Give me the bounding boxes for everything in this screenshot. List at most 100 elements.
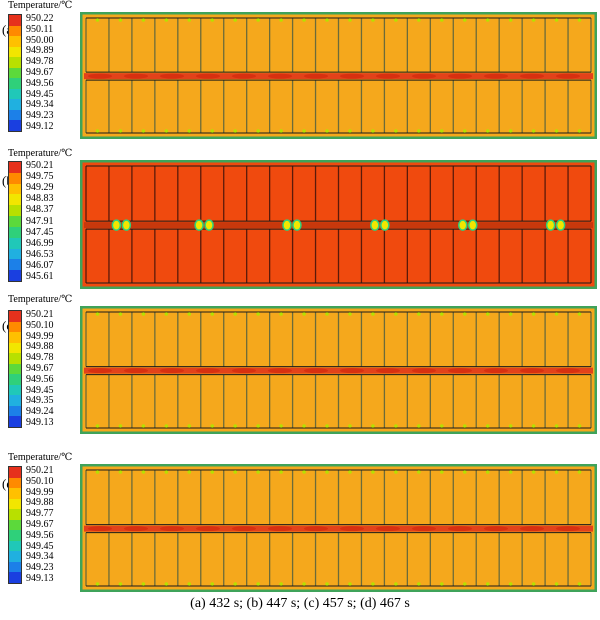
colorbar-tick-label: 949.45 [26,540,54,552]
edge-marker [302,582,306,586]
colorbar-segment [9,498,21,510]
hot-spot [448,526,472,532]
edge-marker [371,424,375,428]
edge-marker [417,470,421,474]
hot-spot [268,526,292,532]
legend-title: Temperature/℃ [8,148,73,159]
hot-spot [160,368,184,374]
edge-marker [462,582,467,586]
edge-marker [141,312,146,316]
edge-marker [118,470,123,474]
edge-marker [439,312,444,316]
colorbar-segment [9,384,21,396]
colorbar-tick-label: 949.67 [26,67,54,78]
hot-spot [196,73,220,79]
edge-marker [256,424,260,428]
edge-marker [118,18,123,22]
cool-spot [282,219,292,231]
colorbar-segment [9,46,21,58]
hot-spot [88,368,112,374]
edge-marker [210,18,215,22]
colorbar-tick-label: 946.07 [26,259,54,271]
edge-marker [279,470,283,474]
edge-marker [118,582,123,586]
colorbar-segment [9,540,21,552]
edge-marker [325,129,329,133]
colorbar-segment [9,99,21,110]
colorbar-tick-label: 948.83 [26,193,54,205]
hot-spot [484,368,508,374]
colorbar-tick-label: 949.78 [26,56,54,68]
edge-marker [485,129,490,133]
hot-spot [484,73,508,79]
edge-marker [302,129,306,133]
hot-spot [232,368,256,374]
edge-marker [164,312,169,316]
divider-band [84,73,593,80]
edge-marker [210,582,215,586]
hot-spot [232,526,256,532]
edge-marker [95,18,100,22]
colorbar-segment [9,78,21,89]
edge-marker [95,470,100,474]
edge-marker [554,312,559,316]
edge-marker [95,424,100,428]
legend-title: Temperature/℃ [8,294,73,305]
hot-spot [196,526,220,532]
hot-spot [376,368,400,374]
edge-marker [279,129,283,133]
edge-marker [577,18,582,22]
edge-marker [348,582,352,586]
cool-spot [194,219,204,231]
edge-marker [439,18,444,22]
hot-spot [376,73,400,79]
divider-band [84,222,593,229]
edge-marker [554,129,559,133]
edge-marker [141,129,146,133]
edge-marker [348,129,352,133]
colorbar-tick-label: 949.56 [26,373,54,385]
colorbar-tick-label: 949.13 [26,573,54,584]
colorbar-segment [9,237,21,249]
edge-marker [531,582,536,586]
colorbar [8,310,22,428]
colorbar-segment [9,216,21,227]
edge-marker [554,18,559,22]
edge-marker [462,424,467,428]
colorbar-tick-label: 949.67 [26,363,54,374]
edge-marker [531,129,536,133]
edge-marker [233,129,238,133]
colorbar-tick-label: 949.34 [26,551,54,563]
edge-marker [417,312,421,316]
edge-marker [164,470,169,474]
colorbar-segment [9,248,21,260]
edge-marker [508,18,513,22]
colorbar-segment [9,172,21,184]
edge-marker [508,470,513,474]
edge-marker [462,129,467,133]
edge-marker [508,424,513,428]
colorbar-segment [9,270,21,281]
edge-marker [279,18,283,22]
edge-marker [531,424,536,428]
edge-marker [439,582,444,586]
colorbar-segment [9,342,21,354]
colorbar-tick-label: 949.88 [26,341,54,353]
edge-marker [577,470,582,474]
edge-marker [210,129,215,133]
colorbar-segment [9,353,21,364]
edge-marker [256,18,260,22]
colorbar-tick-label: 949.34 [26,99,54,111]
colorbar-segment [9,363,21,375]
colorbar-segment [9,205,21,217]
cool-spot [121,219,132,231]
divider-band [84,367,593,374]
colorbar-segment [9,162,21,173]
colorbar-tick-label: 950.10 [26,319,54,331]
edge-marker [485,470,490,474]
colorbar-tick-label: 949.35 [26,395,54,407]
edge-marker [164,424,169,428]
colorbar-segment [9,226,21,238]
hot-spot [556,526,580,532]
colorbar-segment [9,321,21,333]
